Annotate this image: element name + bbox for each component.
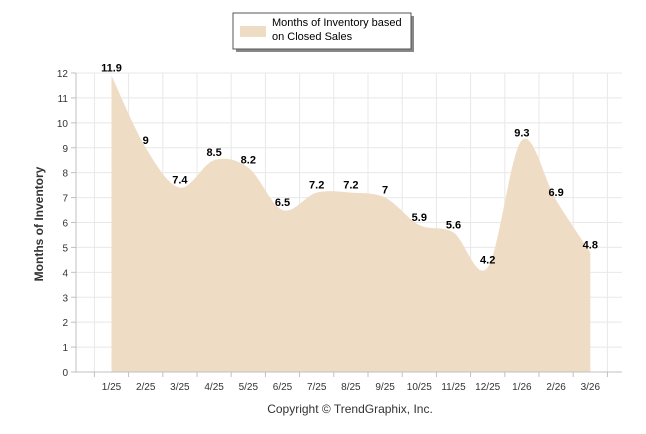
- x-tick-label: 11/25: [441, 382, 466, 393]
- y-tick-label: 4: [62, 268, 68, 279]
- legend: Months of Inventory based on Closed Sale…: [232, 12, 414, 52]
- y-tick-label: 9: [62, 144, 68, 155]
- data-label: 7.2: [309, 180, 324, 192]
- data-label: 11.9: [101, 62, 122, 74]
- data-label: 8.2: [241, 155, 256, 167]
- copyright-footer: Copyright © TrendGraphix, Inc.: [267, 402, 433, 416]
- x-tick-label: 6/25: [273, 382, 293, 393]
- data-label: 5.6: [446, 219, 461, 231]
- data-label: 6.5: [275, 197, 290, 209]
- x-tick-label: 7/25: [307, 382, 327, 393]
- x-tick-label: 12/25: [475, 382, 500, 393]
- data-label: 4.8: [583, 239, 598, 251]
- x-tick-label: 2/26: [546, 382, 566, 393]
- legend-line-2: on Closed Sales: [272, 31, 353, 43]
- axes: [71, 72, 622, 377]
- y-tick-label: 11: [58, 94, 69, 105]
- x-tick-label: 1/26: [512, 382, 532, 393]
- data-label: 5.9: [412, 212, 427, 224]
- series-area: [111, 75, 591, 372]
- y-tick-label: 8: [62, 169, 68, 180]
- y-tick-label: 7: [62, 194, 68, 205]
- y-tick-label: 2: [62, 318, 68, 329]
- x-tick-label: 3/26: [581, 382, 601, 393]
- y-tick-label: 1: [62, 343, 68, 354]
- x-tick-label: 2/25: [136, 382, 156, 393]
- y-tick-label: 10: [57, 119, 69, 130]
- data-label: 4.2: [480, 254, 495, 266]
- y-tick-label: 12: [57, 69, 69, 80]
- data-label: 7: [382, 185, 388, 197]
- x-tick-label: 5/25: [239, 382, 259, 393]
- y-tick-label: 0: [62, 368, 68, 379]
- y-axis-title: Months of Inventory: [32, 166, 46, 281]
- x-tick-label: 8/25: [341, 382, 361, 393]
- data-labels: 11.9 9 7.4 8.5 8.2 6.5 7.2 7.2 7 5.9 5.6 4.2 9.3 6.9 4…: [101, 62, 598, 266]
- x-tick-label: 9/25: [375, 382, 395, 393]
- data-label: 7.2: [343, 180, 358, 192]
- x-tick-label: 4/25: [204, 382, 224, 393]
- x-tick-label: 1/25: [102, 382, 122, 393]
- x-tick-labels: 1/25 2/25 3/25 4/25 5/25 6/25 7/25 8/25 9/25 10/2…: [102, 382, 601, 393]
- legend-swatch: [240, 26, 266, 37]
- data-label: 6.9: [548, 187, 563, 199]
- y-tick-label: 6: [62, 219, 68, 230]
- data-label: 9: [143, 135, 149, 147]
- data-label: 7.4: [172, 175, 188, 187]
- y-tick-label: 5: [62, 243, 68, 254]
- legend-line-1: Months of Inventory based: [272, 17, 402, 29]
- y-tick-label: 3: [62, 293, 68, 304]
- data-label: 9.3: [514, 127, 529, 139]
- data-label: 8.5: [206, 147, 221, 159]
- x-tick-label: 10/25: [407, 382, 432, 393]
- x-tick-label: 3/25: [170, 382, 190, 393]
